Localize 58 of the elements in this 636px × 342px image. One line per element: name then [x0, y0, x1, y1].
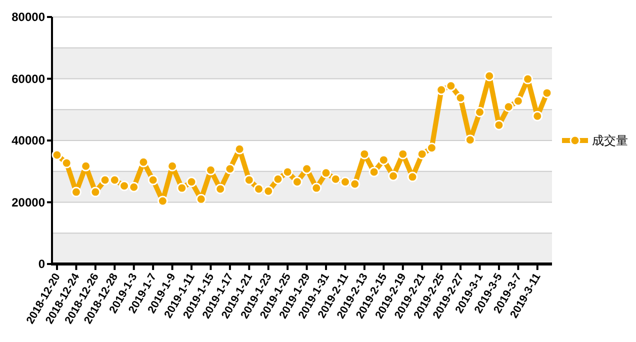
- point: [157, 196, 168, 206]
- point: [292, 176, 302, 188]
- point: [368, 166, 380, 178]
- point: [52, 150, 62, 160]
- point: [196, 194, 206, 204]
- y-tick-label: 60000: [12, 72, 46, 86]
- point: [215, 184, 226, 194]
- point: [61, 158, 72, 168]
- point: [263, 186, 274, 196]
- point: [455, 92, 466, 104]
- point: [244, 174, 254, 186]
- point: [484, 70, 495, 82]
- point: [119, 180, 130, 192]
- point: [282, 166, 293, 178]
- point: [167, 160, 178, 172]
- point: [542, 88, 552, 98]
- point: [503, 102, 514, 112]
- point: [532, 110, 543, 122]
- point: [70, 186, 82, 198]
- point: [378, 154, 389, 166]
- point: [398, 148, 408, 160]
- point: [407, 172, 418, 182]
- point: [474, 106, 485, 118]
- point: [311, 182, 322, 194]
- point: [340, 176, 350, 188]
- point: [234, 144, 245, 154]
- point: [359, 148, 370, 160]
- point: [350, 178, 360, 190]
- point: [148, 174, 158, 186]
- point: [446, 80, 456, 92]
- point: [205, 164, 216, 176]
- point: [224, 164, 236, 174]
- y-tick-label: 0: [38, 257, 46, 272]
- point: [109, 174, 120, 186]
- point: [100, 174, 110, 186]
- point: [272, 174, 284, 184]
- point: [320, 168, 332, 178]
- point: [330, 174, 341, 184]
- point: [522, 74, 534, 84]
- point: [128, 182, 140, 192]
- legend-label: 成交量: [592, 134, 628, 148]
- y-tick-label: 80000: [12, 10, 46, 24]
- point: [176, 182, 188, 194]
- point: [436, 84, 447, 96]
- y-tick-label: 20000: [12, 195, 46, 210]
- point: [80, 160, 92, 172]
- y-tick-label: 40000: [12, 134, 46, 148]
- point: [254, 184, 264, 194]
- point: [512, 96, 524, 106]
- point: [90, 186, 101, 198]
- point: [426, 142, 437, 154]
- point: [416, 148, 428, 160]
- point: [494, 120, 504, 130]
- point: [388, 170, 399, 182]
- point: [186, 176, 197, 188]
- point: [464, 134, 476, 146]
- point: [138, 156, 149, 168]
- point: [302, 164, 312, 174]
